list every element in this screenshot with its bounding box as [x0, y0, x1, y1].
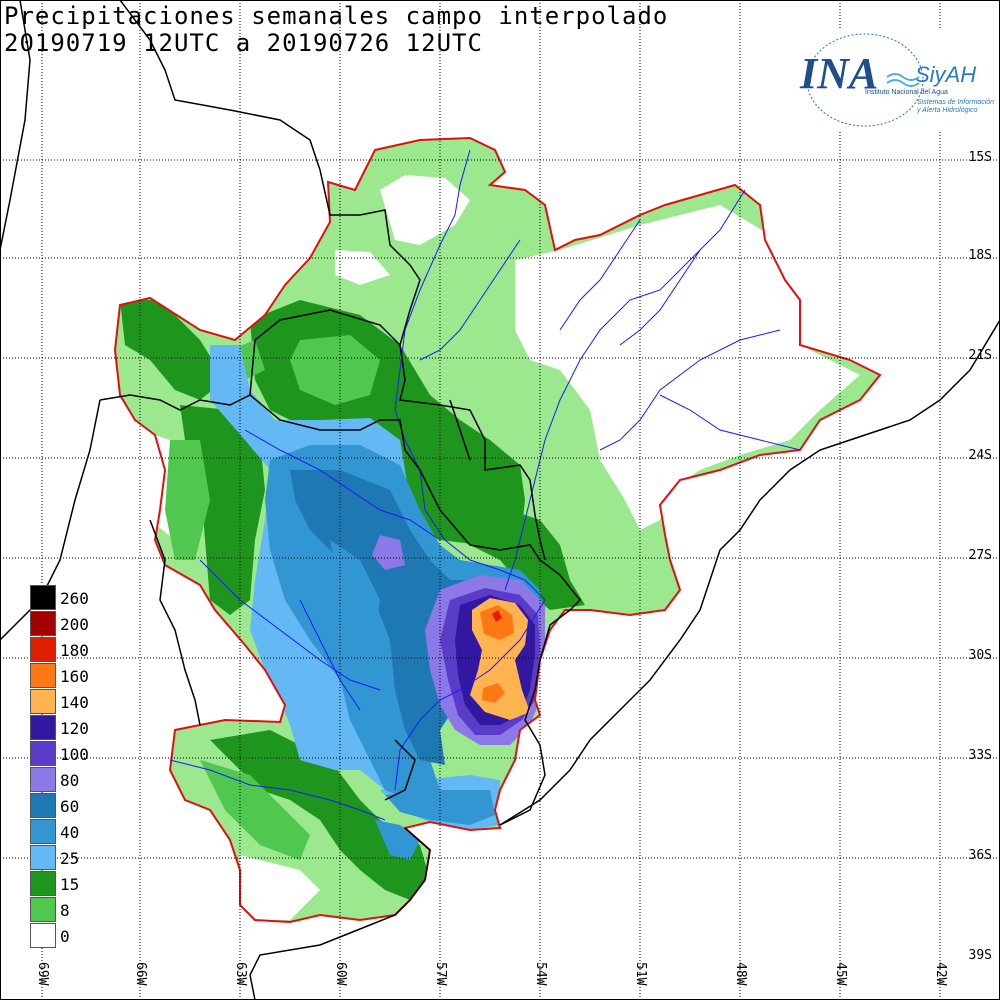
legend-swatch — [30, 897, 56, 922]
lat-label: 24S — [968, 448, 992, 463]
lat-label: 30S — [968, 648, 992, 663]
legend-label: 15 — [60, 875, 80, 894]
map-period: 20190719 12UTC a 20190726 12UTC — [4, 29, 483, 57]
legend-label: 120 — [60, 719, 89, 738]
legend-label: 8 — [60, 901, 70, 920]
legend-label: 260 — [60, 589, 89, 608]
lon-label: 45W — [833, 962, 848, 986]
lon-label: 69W — [35, 962, 50, 986]
legend-label: 160 — [60, 667, 89, 686]
legend-swatch — [30, 585, 56, 610]
lat-label: 27S — [968, 548, 992, 563]
lon-label: 66W — [133, 962, 148, 986]
legend-swatch — [30, 845, 56, 870]
legend-swatch — [30, 871, 56, 896]
legend-label: 0 — [60, 927, 70, 946]
lat-label: 21S — [968, 348, 992, 363]
ina-siyah-logo: INA SiyAH Instituto Nacional del Agua Si… — [795, 30, 995, 130]
lat-label: 15S — [968, 150, 992, 165]
lat-label: 39S — [968, 948, 992, 963]
svg-text:Sistemas de Información: Sistemas de Información — [917, 99, 994, 106]
svg-text:INA: INA — [799, 49, 878, 98]
lat-label: 18S — [968, 248, 992, 263]
lon-label: 42W — [933, 962, 948, 986]
lat-label: 33S — [968, 748, 992, 763]
legend-label: 100 — [60, 745, 89, 764]
legend-label: 40 — [60, 823, 80, 842]
legend-swatch — [30, 793, 56, 818]
lon-label: 60W — [333, 962, 348, 986]
legend-swatch — [30, 715, 56, 740]
legend-label: 80 — [60, 771, 80, 790]
legend-swatch — [30, 611, 56, 636]
legend-swatch — [30, 637, 56, 662]
svg-text:SiyAH: SiyAH — [915, 62, 976, 87]
lon-label: 57W — [433, 962, 448, 986]
legend-label: 200 — [60, 615, 89, 634]
lon-label: 63W — [233, 962, 248, 986]
lon-label: 51W — [633, 962, 648, 986]
legend-label: 25 — [60, 849, 80, 868]
lat-label: 36S — [968, 848, 992, 863]
legend-swatch — [30, 819, 56, 844]
legend-swatch — [30, 663, 56, 688]
svg-text:Instituto Nacional del Agua: Instituto Nacional del Agua — [865, 89, 948, 96]
lon-label: 48W — [733, 962, 748, 986]
legend-label: 60 — [60, 797, 80, 816]
legend-swatch — [30, 741, 56, 766]
legend-swatch — [30, 923, 56, 948]
svg-text:y Alerta Hidrológico: y Alerta Hidrológico — [916, 107, 978, 114]
lon-label: 54W — [533, 962, 548, 986]
map-title: Precipitaciones semanales campo interpol… — [4, 2, 669, 30]
legend-label: 180 — [60, 641, 89, 660]
legend-swatch — [30, 689, 56, 714]
legend-label: 140 — [60, 693, 89, 712]
legend-swatch — [30, 767, 56, 792]
